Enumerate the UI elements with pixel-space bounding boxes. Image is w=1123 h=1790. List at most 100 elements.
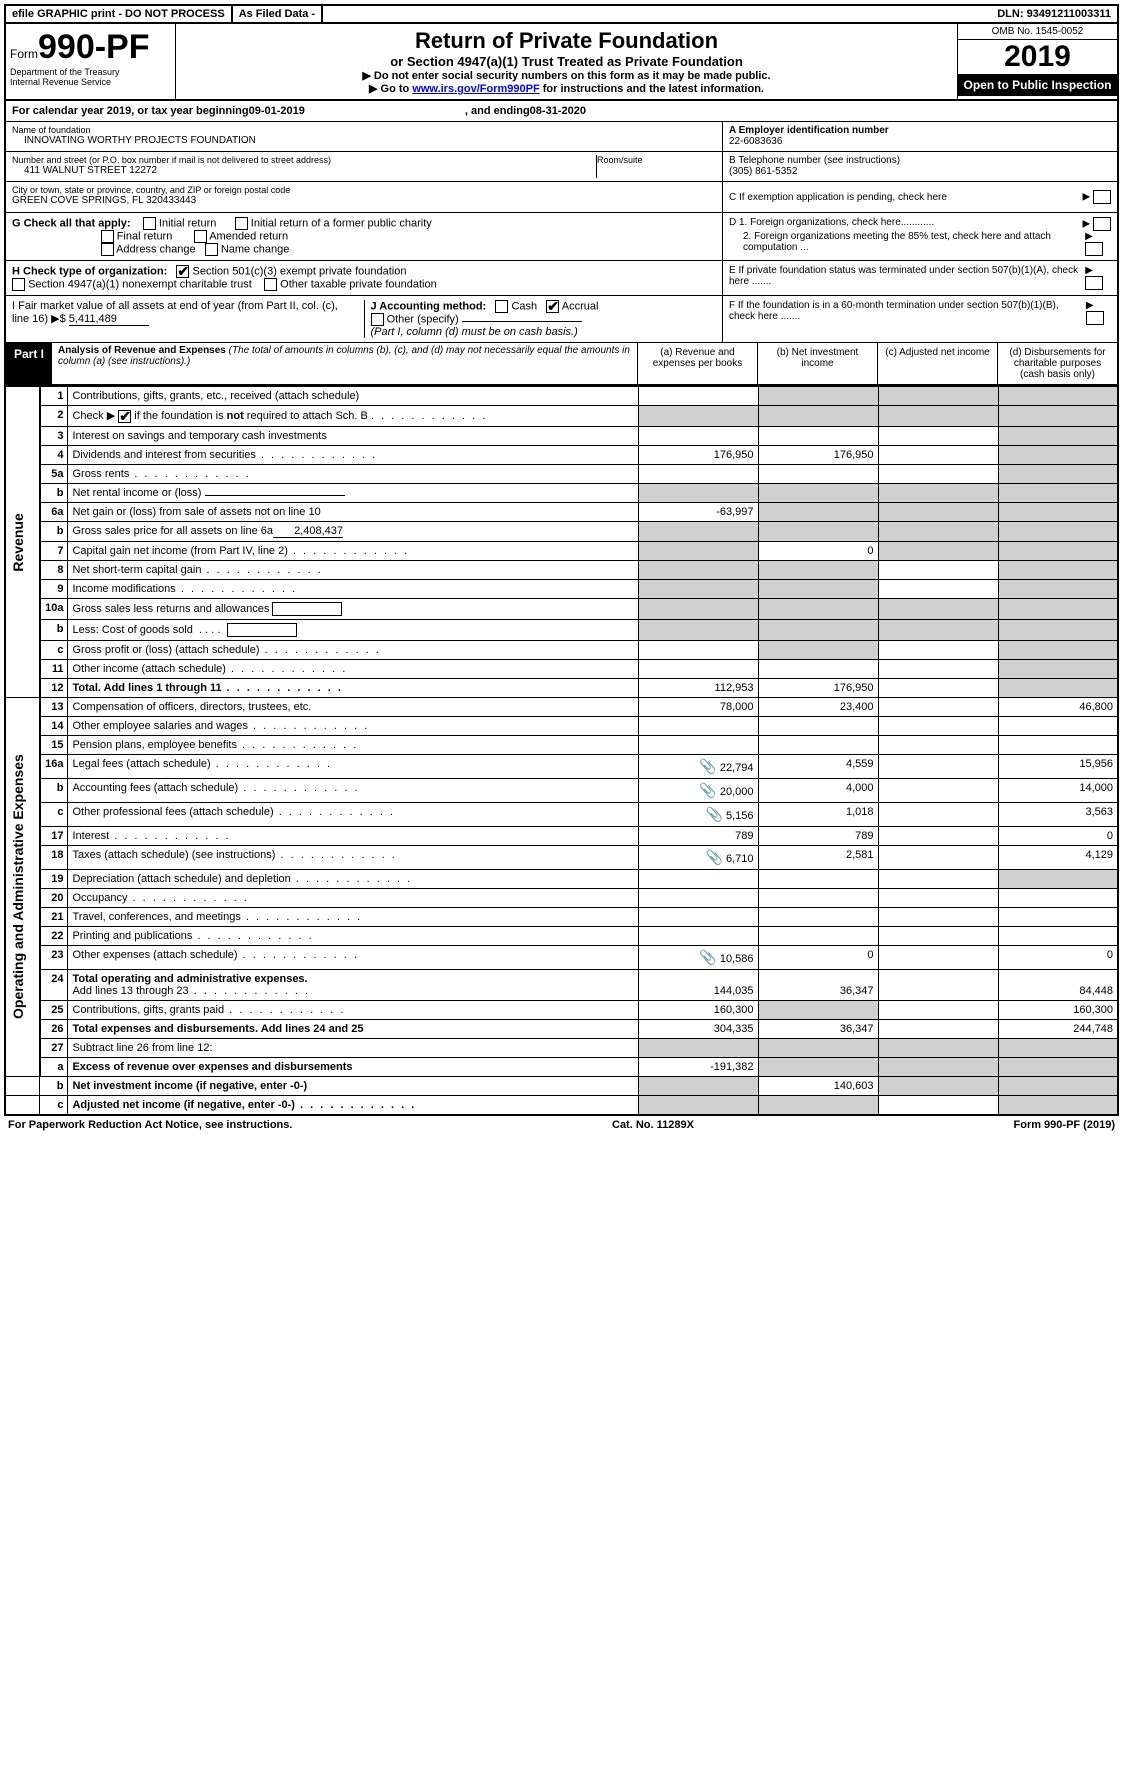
table-row: bGross sales price for all assets on lin… (5, 521, 1118, 541)
top-banner: efile GRAPHIC print - DO NOT PROCESS As … (4, 4, 1119, 24)
table-row: 20Occupancy (5, 888, 1118, 907)
table-row: 25Contributions, gifts, grants paid160,3… (5, 1000, 1118, 1019)
phone-cell: B Telephone number (see instructions) (3… (723, 152, 1117, 182)
col-a-header: (a) Revenue and expenses per books (637, 343, 757, 384)
table-row: 18Taxes (attach schedule) (see instructi… (5, 845, 1118, 869)
form-title-block: Return of Private Foundation or Section … (176, 24, 957, 99)
omb-number: OMB No. 1545-0052 (958, 24, 1117, 40)
ein-value: 22-6083636 (729, 136, 1111, 147)
street-address: 411 WALNUT STREET 12272 (12, 165, 596, 176)
table-row: 6aNet gain or (loss) from sale of assets… (5, 502, 1118, 521)
checkbox-amended[interactable] (194, 230, 207, 243)
table-row: cOther professional fees (attach schedul… (5, 802, 1118, 826)
table-row: bAccounting fees (attach schedule)📎 20,0… (5, 778, 1118, 802)
table-row: 2 Check ▶ if the foundation is not requi… (5, 406, 1118, 427)
checkbox-name-change[interactable] (205, 243, 218, 256)
table-row: 26Total expenses and disbursements. Add … (5, 1019, 1118, 1038)
dept-label: Department of the Treasury (10, 67, 171, 77)
checkbox-e[interactable] (1085, 276, 1103, 290)
tax-year: 2019 (958, 40, 1117, 74)
table-row: bNet investment income (if negative, ent… (5, 1076, 1118, 1095)
checkbox-accrual[interactable] (546, 300, 559, 313)
part-1-table: Revenue 1 Contributions, gifts, grants, … (4, 386, 1119, 1116)
line-d: D 1. Foreign organizations, check here..… (722, 213, 1117, 261)
form-number: 990-PF (38, 28, 150, 66)
checkbox-other-acct[interactable] (371, 313, 384, 326)
table-row: 5aGross rents (5, 464, 1118, 483)
page-footer: For Paperwork Reduction Act Notice, see … (4, 1116, 1119, 1134)
ein-cell: A Employer identification number 22-6083… (723, 122, 1117, 152)
col-d-header: (d) Disbursements for charitable purpose… (997, 343, 1117, 384)
attachment-icon[interactable]: 📎 (699, 782, 716, 798)
j-note: (Part I, column (d) must be on cash basi… (371, 326, 578, 338)
checkbox-d2[interactable] (1085, 242, 1103, 256)
checkbox-cash[interactable] (495, 300, 508, 313)
attachment-icon[interactable]: 📎 (705, 806, 722, 822)
line-e: E If private foundation status was termi… (722, 261, 1117, 296)
line-h: H Check type of organization: Section 50… (6, 261, 722, 296)
part-1-tab: Part I (6, 343, 52, 384)
instr-2: Go to www.irs.gov/Form990PF for instruct… (180, 82, 953, 95)
calendar-year-line: For calendar year 2019, or tax year begi… (4, 101, 1119, 122)
irs-link[interactable]: www.irs.gov/Form990PF (412, 83, 539, 95)
form-header: Form990-PF Department of the Treasury In… (4, 24, 1119, 101)
table-row: 22Printing and publications (5, 926, 1118, 945)
line-i-label: I Fair market value of all assets at end… (12, 300, 338, 325)
part-1-header: Part I Analysis of Revenue and Expenses … (4, 343, 1119, 386)
table-row: 8Net short-term capital gain (5, 560, 1118, 579)
checkbox-initial[interactable] (143, 217, 156, 230)
line-c-cell: C If exemption application is pending, c… (723, 182, 1117, 212)
line-f: F If the foundation is in a 60-month ter… (722, 296, 1117, 343)
table-row: 4Dividends and interest from securities1… (5, 445, 1118, 464)
section-g-through-j: G Check all that apply: Initial return I… (4, 213, 1119, 343)
checkbox-d1[interactable] (1093, 217, 1111, 231)
opadmin-label: Operating and Administrative Expenses (5, 697, 40, 1076)
form-title: Return of Private Foundation (180, 28, 953, 54)
table-row: aExcess of revenue over expenses and dis… (5, 1057, 1118, 1076)
table-row: 24Total operating and administrative exp… (5, 969, 1118, 1000)
table-row: Operating and Administrative Expenses 13… (5, 697, 1118, 716)
checkbox-c[interactable] (1093, 190, 1111, 204)
foundation-name: INNOVATING WORTHY PROJECTS FOUNDATION (12, 135, 716, 146)
paperwork-notice: For Paperwork Reduction Act Notice, see … (8, 1119, 292, 1131)
table-row: 10aGross sales less returns and allowanc… (5, 598, 1118, 619)
table-row: 15Pension plans, employee benefits (5, 735, 1118, 754)
efile-notice: efile GRAPHIC print - DO NOT PROCESS (6, 6, 233, 22)
part-1-description: Analysis of Revenue and Expenses (The to… (52, 343, 637, 384)
checkbox-501c3[interactable] (176, 265, 189, 278)
col-b-header: (b) Net investment income (757, 343, 877, 384)
table-row: 23Other expenses (attach schedule)📎 10,5… (5, 945, 1118, 969)
foundation-name-cell: Name of foundation INNOVATING WORTHY PRO… (6, 122, 722, 152)
fmv-amount: 5,411,489 (69, 313, 149, 326)
irs-label: Internal Revenue Service (10, 77, 171, 87)
table-row: bLess: Cost of goods sold . . . . (5, 619, 1118, 640)
checkbox-4947[interactable] (12, 278, 25, 291)
checkbox-addr-change[interactable] (101, 243, 114, 256)
table-row: 17Interest7897890 (5, 826, 1118, 845)
table-row: 21Travel, conferences, and meetings (5, 907, 1118, 926)
attachment-icon[interactable]: 📎 (699, 758, 716, 774)
table-row: 27Subtract line 26 from line 12: (5, 1038, 1118, 1057)
table-row: Revenue 1 Contributions, gifts, grants, … (5, 387, 1118, 406)
attachment-icon[interactable]: 📎 (705, 849, 722, 865)
room-suite-cell: Room/suite (596, 155, 716, 178)
checkbox-final[interactable] (101, 230, 114, 243)
checkbox-f[interactable] (1086, 311, 1104, 325)
attachment-icon[interactable]: 📎 (699, 949, 716, 965)
table-row: 19Depreciation (attach schedule) and dep… (5, 869, 1118, 888)
checkbox-other-taxable[interactable] (264, 278, 277, 291)
instr-1: Do not enter social security numbers on … (180, 69, 953, 82)
table-row: bNet rental income or (loss) (5, 483, 1118, 502)
checkbox-initial-former[interactable] (235, 217, 248, 230)
city-cell: City or town, state or province, country… (6, 182, 722, 212)
table-row: 14Other employee salaries and wages (5, 716, 1118, 735)
table-row: 3Interest on savings and temporary cash … (5, 426, 1118, 445)
entity-section: Name of foundation INNOVATING WORTHY PRO… (4, 122, 1119, 213)
checkbox-sch-b[interactable] (118, 410, 131, 423)
revenue-label: Revenue (5, 387, 40, 698)
address-cell: Number and street (or P.O. box number if… (6, 152, 722, 182)
open-public-badge: Open to Public Inspection (958, 74, 1117, 96)
as-filed-label: As Filed Data - (233, 6, 323, 22)
dln: DLN: 93491211003311 (991, 6, 1117, 22)
line-i-j: I Fair market value of all assets at end… (6, 296, 722, 343)
